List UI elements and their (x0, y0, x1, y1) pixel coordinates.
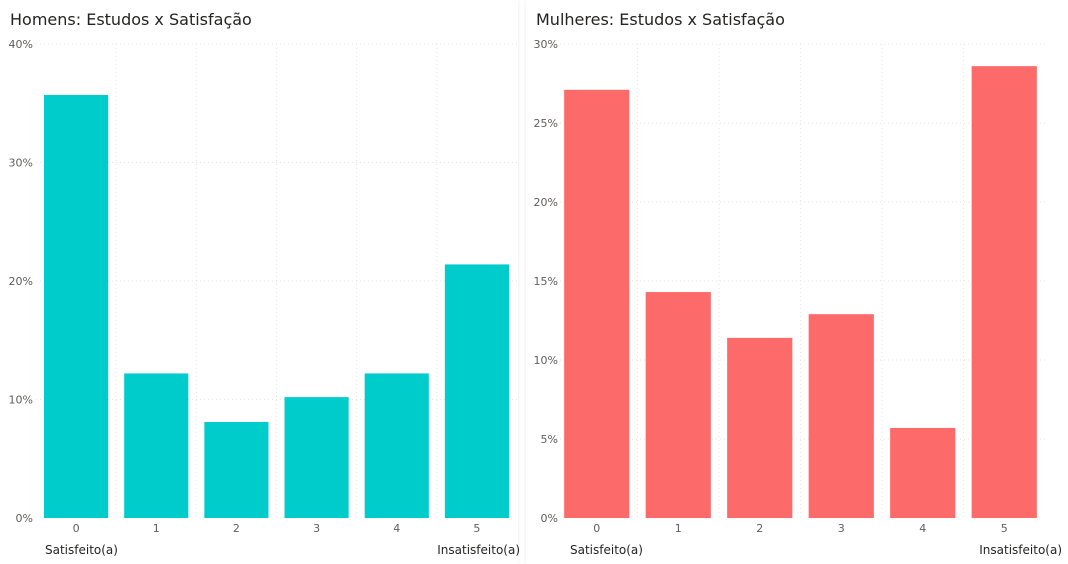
x-tick-label: 5 (1001, 522, 1008, 535)
bar-4 (364, 373, 429, 518)
y-tick-label: 30% (534, 38, 558, 51)
x-left-label: Satisfeito(a) (45, 543, 118, 557)
bar-3 (284, 397, 349, 518)
chart-panel-mulheres: Mulheres: Estudos x Satisfação 0% 5% 10% 15… (526, 0, 1068, 564)
x-right-label: Insatisfeito(a) (979, 543, 1062, 557)
x-tick-label: 1 (153, 522, 160, 535)
bar-0 (44, 94, 109, 518)
bar-2 (204, 422, 269, 518)
bar-0 (564, 89, 630, 518)
x-tick-label: 4 (919, 522, 926, 535)
y-tick-label: 5% (541, 433, 558, 446)
x-tick-label: 5 (473, 522, 480, 535)
bar-1 (124, 373, 189, 518)
y-tick-label: 20% (534, 196, 558, 209)
chart-title: Mulheres: Estudos x Satisfação (536, 10, 785, 29)
y-tick-label: 0% (541, 512, 558, 525)
bar-5 (444, 264, 509, 518)
x-tick-label: 2 (756, 522, 763, 535)
bar-1 (645, 292, 711, 518)
y-tick-label: 10% (534, 354, 558, 367)
y-tick-label: 15% (534, 275, 558, 288)
x-tick-label: 0 (73, 522, 80, 535)
x-tick-label: 3 (838, 522, 845, 535)
chart-panel-homens: Homens: Estudos x Satisfação 0% 10% 20% 30%… (0, 0, 520, 564)
bar-4 (890, 427, 956, 518)
bar-3 (808, 314, 874, 518)
x-right-label: Insatisfeito(a) (437, 543, 520, 557)
bar-chart-homens: 0% 10% 20% 30% 40% 0 1 2 3 4 5 (9, 38, 517, 535)
x-tick-label: 0 (593, 522, 600, 535)
chart-title: Homens: Estudos x Satisfação (10, 10, 252, 29)
y-tick-label: 30% (9, 157, 33, 170)
y-tick-label: 20% (9, 275, 33, 288)
x-tick-label: 4 (393, 522, 400, 535)
bar-5 (971, 66, 1037, 519)
bar-chart-mulheres: 0% 5% 10% 15% 20% 25% 30% 0 1 2 3 4 5 (534, 38, 1045, 535)
x-tick-label: 3 (313, 522, 320, 535)
x-tick-label: 2 (233, 522, 240, 535)
y-tick-label: 10% (9, 394, 33, 407)
x-left-label: Satisfeito(a) (570, 543, 643, 557)
y-tick-label: 25% (534, 117, 558, 130)
y-tick-label: 0% (16, 512, 33, 525)
bar-2 (727, 337, 793, 518)
y-tick-label: 40% (9, 38, 33, 51)
x-tick-label: 1 (675, 522, 682, 535)
